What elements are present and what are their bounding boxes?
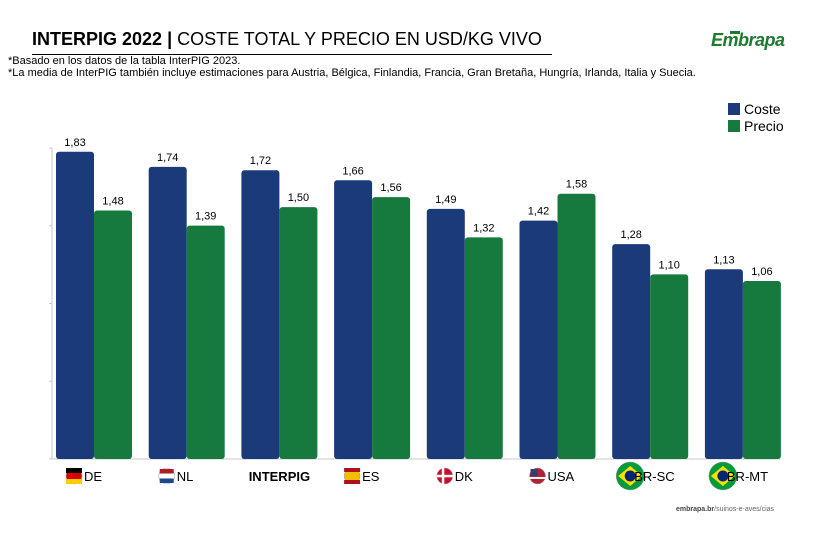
br-flag-icon bbox=[615, 461, 645, 491]
data-label-precio-es: 1,56 bbox=[380, 182, 401, 194]
title-separator: | bbox=[162, 29, 178, 49]
dk-flag-icon bbox=[436, 467, 454, 485]
nl-flag-icon bbox=[158, 467, 175, 485]
bar-precio-nl bbox=[186, 225, 225, 459]
category-label-de: DE bbox=[84, 469, 102, 484]
category-label-es: ES bbox=[362, 469, 380, 484]
legend-swatch-coste bbox=[728, 102, 740, 115]
category-label-interpig: INTERPIG bbox=[249, 469, 310, 484]
legend-item-coste: Coste bbox=[728, 100, 784, 117]
es-flag-icon bbox=[343, 467, 361, 485]
data-label-coste-br-mt: 1,13 bbox=[713, 254, 734, 266]
legend-swatch-precio bbox=[728, 119, 740, 132]
title-rest: COSTE TOTAL Y PRECIO EN USD/KG VIVO bbox=[177, 29, 542, 49]
legend-label-precio: Precio bbox=[744, 117, 784, 134]
category-label-dk: DK bbox=[455, 469, 473, 484]
bar-precio-interpig bbox=[279, 207, 318, 459]
category-label-br-mt: BR-MT bbox=[727, 469, 768, 484]
bar-precio-es bbox=[372, 197, 411, 459]
bar-precio-usa bbox=[557, 193, 596, 459]
legend-item-precio: Precio bbox=[728, 117, 784, 134]
footer-path: /suinos-e-aves/cias bbox=[714, 506, 775, 513]
us-flag-icon bbox=[529, 467, 546, 485]
bar-coste-nl bbox=[148, 166, 187, 459]
note-2: *La media de InterPIG también incluye es… bbox=[8, 67, 696, 79]
bar-coste-br-mt bbox=[704, 269, 743, 459]
legend: Coste Precio bbox=[728, 100, 784, 134]
bar-coste-interpig bbox=[241, 170, 280, 459]
legend-label-coste: Coste bbox=[744, 100, 781, 117]
bar-coste-dk bbox=[426, 208, 465, 459]
title-bold: INTERPIG 2022 bbox=[32, 29, 163, 49]
data-label-coste-es: 1,66 bbox=[342, 165, 363, 177]
chart-title: INTERPIG 2022 | COSTE TOTAL Y PRECIO EN … bbox=[32, 28, 552, 55]
bar-precio-br-mt bbox=[742, 281, 781, 459]
notes: *Basado en los datos de la tabla InterPI… bbox=[8, 55, 728, 79]
data-label-precio-de: 1,48 bbox=[102, 196, 123, 208]
data-label-coste-br-sc: 1,28 bbox=[620, 229, 641, 241]
note-1: *Basado en los datos de la tabla InterPI… bbox=[8, 55, 241, 67]
bar-coste-br-sc bbox=[612, 244, 651, 459]
data-label-coste-dk: 1,49 bbox=[435, 194, 456, 206]
data-label-precio-nl: 1,39 bbox=[195, 211, 216, 223]
logo-swoosh bbox=[730, 31, 740, 34]
bar-precio-de bbox=[94, 210, 132, 459]
data-label-coste-de: 1,83 bbox=[64, 137, 85, 149]
br-flag-icon bbox=[708, 461, 738, 491]
data-label-coste-usa: 1,42 bbox=[528, 206, 549, 218]
data-label-precio-interpig: 1,50 bbox=[288, 192, 309, 204]
bar-precio-dk bbox=[464, 237, 503, 459]
de-flag-icon bbox=[65, 467, 83, 485]
category-label-nl: NL bbox=[177, 469, 194, 484]
data-label-coste-nl: 1,74 bbox=[157, 152, 178, 164]
bar-coste-es bbox=[334, 180, 373, 459]
footer-url: embrapa.br/suinos-e-aves/cias bbox=[676, 506, 774, 513]
data-label-precio-dk: 1,32 bbox=[473, 222, 494, 234]
category-label-br-sc: BR-SC bbox=[634, 469, 674, 484]
category-label-usa: USA bbox=[548, 469, 575, 484]
data-label-coste-interpig: 1,72 bbox=[250, 155, 271, 167]
data-label-precio-br-mt: 1,06 bbox=[751, 266, 772, 278]
data-label-precio-usa: 1,58 bbox=[566, 179, 587, 191]
footer-site: embrapa.br bbox=[676, 506, 715, 513]
data-label-precio-br-sc: 1,10 bbox=[658, 259, 679, 271]
bar-coste-usa bbox=[519, 220, 558, 459]
bar-coste-de bbox=[56, 151, 94, 459]
bar-precio-br-sc bbox=[650, 274, 689, 459]
embrapa-logo: Embrapa bbox=[711, 30, 785, 50]
title-underline bbox=[32, 54, 552, 55]
